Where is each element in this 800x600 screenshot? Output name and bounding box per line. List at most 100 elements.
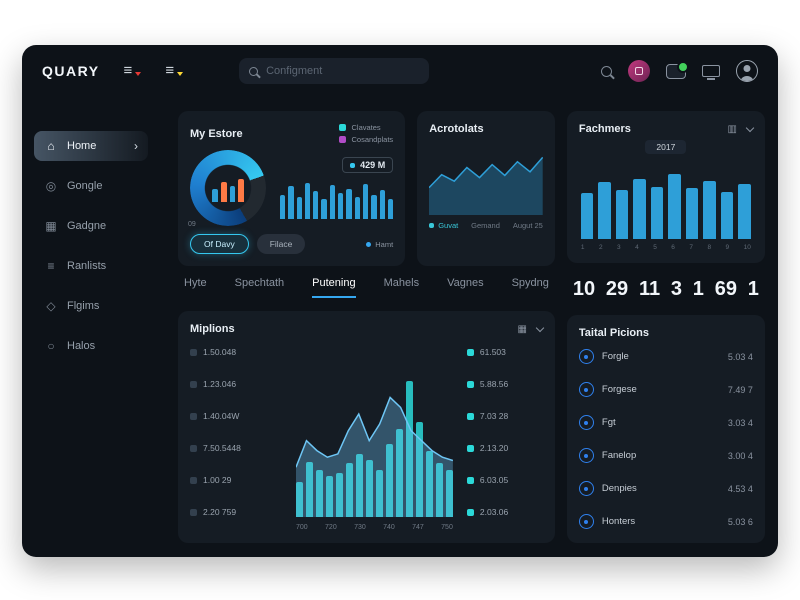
card-title: Fachmers — [578, 123, 631, 135]
tab-mahels[interactable]: Mahels — [383, 277, 420, 289]
x-label: 740 — [383, 524, 395, 531]
x-label: Gemand — [471, 221, 500, 230]
app-window: QUARY ≡ ≡ ⌂ Home › — [22, 45, 778, 557]
miplions-card: Miplions ▦ 1.50.048 1.23.046 1.40.04W — [178, 311, 555, 543]
grid-icon: ▦ — [45, 219, 57, 233]
monitor-icon — [702, 65, 720, 77]
x-label: 720 — [325, 524, 337, 531]
search-input[interactable] — [266, 65, 420, 77]
x-label: 7 — [689, 244, 693, 251]
sidebar-item-halos[interactable]: ○ Halos — [34, 331, 148, 361]
stat-icon — [578, 349, 594, 364]
row-label: Forgese — [601, 384, 637, 395]
tab-vagnes[interactable]: Vagnes — [447, 277, 484, 289]
grid-view-icon[interactable]: ▦ — [517, 323, 527, 335]
stat-icon — [578, 382, 594, 397]
x-label: 750 — [441, 524, 453, 531]
search-icon — [249, 66, 259, 76]
row-label: Fanelop — [601, 450, 637, 461]
x-label: 3 — [617, 244, 621, 251]
year-selector[interactable]: 2017 — [645, 140, 687, 154]
bar-chart-icon[interactable]: ▥ — [727, 123, 737, 135]
sidebar-item-home[interactable]: ⌂ Home › — [34, 131, 148, 161]
layout-menu-button[interactable]: ≡ — [165, 63, 184, 78]
globe-icon: ◎ — [45, 179, 57, 193]
row-value: 3.03 4 — [727, 417, 753, 428]
gauge-label: 09 — [188, 221, 196, 228]
legend-swatch — [466, 380, 474, 388]
chevron-right-icon: › — [134, 139, 138, 153]
x-label: 4 — [635, 244, 639, 251]
list-item[interactable]: Fanelop 3.00 4 — [578, 446, 753, 465]
miplions-left-legend: 1.50.048 1.23.046 1.40.04W 7.50.5448 1.0… — [190, 345, 282, 531]
fachmers-x-labels: 1 2 3 4 5 6 7 8 9 10 — [579, 244, 753, 251]
legend-label: 6.03.05 — [479, 475, 509, 485]
acrotolats-x-labels: Guvat Gemand Augut 25 — [429, 221, 543, 230]
list-item[interactable]: Honters 5.03 6 — [578, 512, 753, 531]
tab-hyte[interactable]: Hyte — [184, 277, 207, 289]
of-davy-button[interactable]: Of Davy — [190, 234, 249, 254]
tab-putening[interactable]: Putening — [312, 277, 356, 298]
taital-picions-card: Taital Picions Forgle 5.03 4 Forgese — [566, 315, 765, 543]
sidebar-item-ranlists[interactable]: ≡ Ranlists — [34, 251, 148, 281]
sidebar-item-gadgne[interactable]: ▦ Gadgne — [34, 211, 148, 241]
stat-icon — [578, 448, 594, 463]
search-button[interactable] — [601, 65, 612, 77]
chevron-down-icon[interactable] — [745, 123, 755, 132]
legend-label: 7.50.5448 — [203, 443, 241, 453]
store-button[interactable] — [628, 60, 650, 82]
sidebar-item-label: Ranlists — [67, 260, 107, 272]
x-label: 9 — [725, 244, 730, 251]
list-item[interactable]: Fgt 3.03 4 — [578, 413, 753, 432]
legend-swatch — [190, 348, 197, 356]
list-icon: ≡ — [47, 259, 55, 273]
legend-label: 2.20 759 — [203, 507, 237, 517]
legend-label: 1.23.046 — [203, 379, 237, 389]
stat-value: 11 — [638, 277, 661, 300]
search-box[interactable] — [239, 58, 430, 84]
topbar: QUARY ≡ ≡ — [22, 45, 778, 97]
x-label: 10 — [743, 244, 751, 251]
app-logo: QUARY — [42, 63, 100, 79]
legend-swatch — [466, 444, 474, 452]
x-label: 2 — [598, 244, 603, 251]
bag-icon — [628, 60, 650, 82]
x-label: 730 — [354, 524, 366, 531]
caret-down-icon — [177, 72, 184, 76]
filace-button[interactable]: Filace — [256, 234, 306, 254]
sidebar-item-flgims[interactable]: ◇ Flgims — [34, 291, 148, 321]
stat-value: 69 — [714, 277, 737, 300]
devices-button[interactable] — [702, 65, 720, 77]
legend-swatch — [339, 124, 347, 131]
chevron-down-icon[interactable] — [535, 323, 545, 332]
tab-spechtath[interactable]: Spechtath — [234, 277, 285, 289]
profile-button[interactable] — [736, 60, 758, 82]
caret-down-icon — [135, 72, 142, 76]
notifications-button[interactable] — [666, 60, 689, 79]
stat-value: 29 — [605, 277, 629, 300]
gauge-chart: 09 — [188, 150, 266, 228]
legend-swatch — [190, 380, 197, 388]
acrotolats-card: Acrotolats Guvat Gemand Augut 25 — [417, 111, 555, 266]
tab-spydng[interactable]: Spydng — [511, 277, 549, 289]
footnote-label: Hamt — [375, 239, 394, 249]
legend-label: Clavates — [351, 123, 381, 132]
hamburger-menu-button[interactable]: ≡ — [124, 63, 142, 78]
gauge-ring — [190, 150, 266, 226]
x-label: Guvat — [438, 221, 459, 230]
list-item[interactable]: Forgle 5.03 4 — [578, 347, 753, 366]
row-label: Honters — [601, 516, 636, 527]
card-title: Acrotolats — [429, 123, 484, 135]
x-label: 1 — [580, 244, 585, 251]
sidebar-item-gongle[interactable]: ◎ Gongle — [34, 171, 148, 201]
list-item[interactable]: Forgese 7.49 7 — [578, 380, 753, 399]
legend-swatch — [190, 412, 197, 420]
search-icon — [601, 65, 612, 77]
sidebar-item-label: Flgims — [67, 300, 100, 312]
list-item[interactable]: Denpies 4.53 4 — [578, 479, 753, 498]
main-content: My Estore Clavates Cosandplats — [160, 97, 778, 557]
sidebar-item-label: Gongle — [67, 180, 103, 192]
legend-label: Cosandplats — [351, 135, 394, 144]
section-tabs: Hyte Spechtath Putening Mahels Vagnes Sp… — [178, 273, 555, 301]
card-title: My Estore — [190, 127, 243, 140]
